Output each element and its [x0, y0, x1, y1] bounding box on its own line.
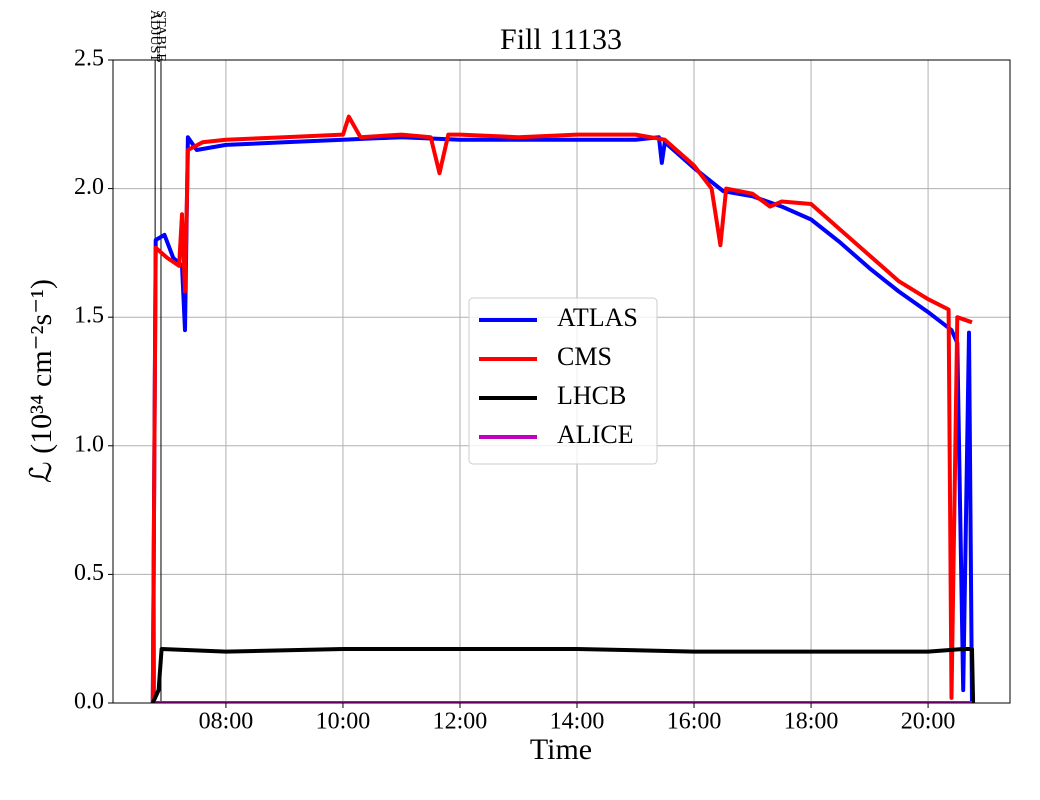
series-line — [150, 647, 976, 703]
y-tick-label: 2.0 — [74, 174, 104, 200]
x-tick-label: 20:00 — [901, 709, 956, 735]
y-tick-label: 2.5 — [74, 46, 104, 72]
y-tick-label: 1.5 — [74, 303, 104, 329]
x-tick-label: 10:00 — [316, 709, 371, 735]
x-tick-label: 14:00 — [550, 709, 605, 735]
chart-title: Fill 11133 — [500, 23, 622, 56]
y-tick-label: 0.0 — [74, 689, 104, 715]
legend-label: LHCB — [557, 381, 626, 410]
plot-frame — [112, 59, 1011, 704]
x-tick-label: 12:00 — [433, 709, 488, 735]
legend-label: ATLAS — [557, 303, 638, 332]
y-tick-label: 0.5 — [74, 560, 104, 586]
series-line — [150, 114, 973, 703]
x-axis-label: Time — [530, 733, 592, 766]
legend-label: CMS — [557, 342, 612, 371]
y-axis-label: ℒ (10³⁴ cm⁻²s⁻¹) — [25, 279, 58, 483]
annotation-label: ADJUST — [147, 10, 162, 63]
x-tick-label: 08:00 — [199, 709, 254, 735]
legend-label: ALICE — [557, 420, 634, 449]
x-tick-label: 16:00 — [667, 709, 722, 735]
y-tick-label: 1.0 — [74, 431, 104, 457]
annotation-label: STABLE — [153, 10, 168, 62]
legend-box — [468, 297, 658, 465]
x-tick-label: 18:00 — [784, 709, 839, 735]
